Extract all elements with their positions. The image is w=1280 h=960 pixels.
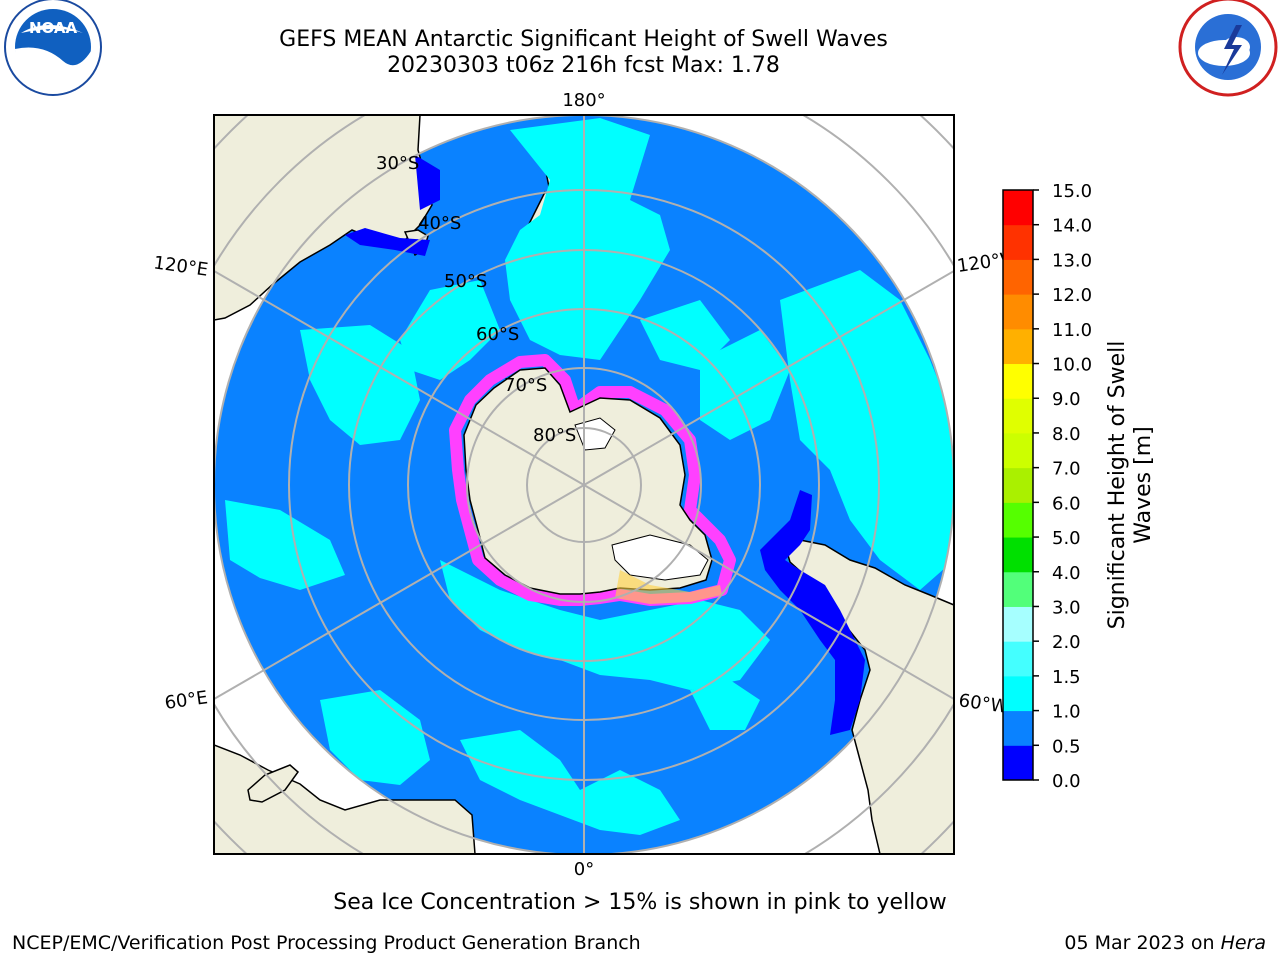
map-title-line-1: GEFS MEAN Antarctic Significant Height o… xyxy=(279,27,888,52)
lat-label-50s: 50°S xyxy=(444,271,487,292)
colorbar-tick-label: 8.0 xyxy=(1052,424,1081,445)
lon-label-60w: 60°W xyxy=(957,690,1009,718)
colorbar-tick-label: 3.0 xyxy=(1052,597,1081,618)
colorbar-swatch xyxy=(1003,710,1033,746)
swell-field xyxy=(225,118,954,835)
colorbar-tick-label: 6.0 xyxy=(1052,493,1081,514)
antarctica xyxy=(449,354,736,606)
colorbar-label-line-1: Significant Height of Swell xyxy=(1105,341,1130,630)
noaa-logo-text: NOAA xyxy=(29,19,78,37)
colorbar-swatch xyxy=(1003,224,1033,260)
lon-label-0: 0° xyxy=(574,859,594,880)
colorbar-swatch xyxy=(1003,641,1033,677)
colorbar: 0.0 0.5 1.0 1.5 2.0 3.0 4.0 5.0 6.0 7.0 8.0 9.0 10.0… xyxy=(1002,181,1156,792)
colorbar-tick-label: 1.5 xyxy=(1052,667,1081,688)
longitude-lines xyxy=(214,115,954,854)
colorbar-swatch xyxy=(1003,328,1033,365)
lat-label-30s: 30°S xyxy=(376,153,419,174)
colorbar-swatches xyxy=(1003,190,1033,781)
colorbar-swatch xyxy=(1003,571,1033,607)
colorbar-swatch xyxy=(1003,259,1033,295)
colorbar-swatch xyxy=(1003,745,1033,781)
outer-continents xyxy=(214,115,954,854)
latitude-labels: 30°S 40°S 50°S 60°S 70°S 80°S xyxy=(376,153,576,446)
colorbar-label-line-2: Waves [m] xyxy=(1131,426,1156,543)
noaa-logo: NOAA xyxy=(4,0,102,96)
footer-host: Hera xyxy=(1220,932,1266,954)
colorbar-tick-label: 13.0 xyxy=(1052,250,1092,271)
footer-date-text: 05 Mar 2023 on xyxy=(1064,932,1221,954)
colorbar-swatch xyxy=(1003,467,1033,503)
colorbar-swatch xyxy=(1003,537,1033,573)
colorbar-tick-label: 15.0 xyxy=(1052,181,1092,202)
colorbar-tick-label: 1.0 xyxy=(1052,702,1081,723)
sea-ice-note: Sea Ice Concentration > 15% is shown in … xyxy=(333,890,947,915)
lat-label-80s: 80°S xyxy=(533,425,576,446)
lon-label-60e: 60°E xyxy=(163,687,209,714)
sea-ice-yellow xyxy=(615,570,722,604)
colorbar-tick-label: 9.0 xyxy=(1052,389,1081,410)
colorbar-swatch xyxy=(1003,502,1033,538)
colorbar-swatch xyxy=(1003,606,1033,642)
colorbar-tick-label: 2.0 xyxy=(1052,632,1081,653)
colorbar-swatch xyxy=(1003,432,1033,469)
colorbar-tick-label: 4.0 xyxy=(1052,563,1081,584)
colorbar-swatch xyxy=(1003,363,1033,399)
lat-label-70s: 70°S xyxy=(504,375,547,396)
lat-label-40s: 40°S xyxy=(418,213,461,234)
footer-credit: NCEP/EMC/Verification Post Processing Pr… xyxy=(12,932,641,954)
colorbar-tick-label: 7.0 xyxy=(1052,459,1081,480)
colorbar-label: Significant Height of Swell Waves [m] xyxy=(1105,341,1156,630)
colorbar-swatch xyxy=(1003,294,1033,330)
colorbar-tick-label: 14.0 xyxy=(1052,216,1092,237)
colorbar-frame xyxy=(1002,189,1034,781)
colorbar-swatch xyxy=(1003,398,1033,434)
lon-label-120e: 120°E xyxy=(152,252,209,280)
map-title-line-2: 20230303 t06z 216h fcst Max: 1.78 xyxy=(387,53,780,78)
colorbar-ticks: 0.0 0.5 1.0 1.5 2.0 3.0 4.0 5.0 6.0 7.0 8.0 9.0 10.0… xyxy=(1033,181,1092,792)
lat-label-60s: 60°S xyxy=(476,324,519,345)
map-panel: 30°S 40°S 50°S 60°S 70°S 80°S 180° 0° 12… xyxy=(152,90,1019,880)
colorbar-tick-label: 0.0 xyxy=(1052,771,1081,792)
colorbar-tick-label: 12.0 xyxy=(1052,285,1092,306)
colorbar-tick-label: 5.0 xyxy=(1052,528,1081,549)
footer-date: 05 Mar 2023 on Hera xyxy=(1064,932,1266,954)
colorbar-tick-label: 11.0 xyxy=(1052,320,1092,341)
colorbar-swatch xyxy=(1003,675,1033,712)
colorbar-tick-label: 10.0 xyxy=(1052,355,1092,376)
colorbar-swatch xyxy=(1003,190,1033,226)
lon-label-180: 180° xyxy=(562,90,605,111)
colorbar-tick-label: 0.5 xyxy=(1052,736,1081,757)
nws-logo xyxy=(1178,0,1278,97)
